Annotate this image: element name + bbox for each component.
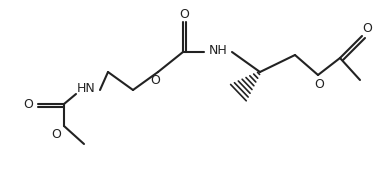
Text: O: O — [362, 22, 372, 36]
Text: O: O — [179, 8, 189, 20]
Text: O: O — [314, 77, 324, 91]
Text: O: O — [23, 98, 33, 112]
Text: O: O — [51, 129, 61, 142]
Text: HN: HN — [77, 81, 96, 94]
Text: NH: NH — [209, 44, 227, 57]
Text: O: O — [150, 74, 160, 88]
